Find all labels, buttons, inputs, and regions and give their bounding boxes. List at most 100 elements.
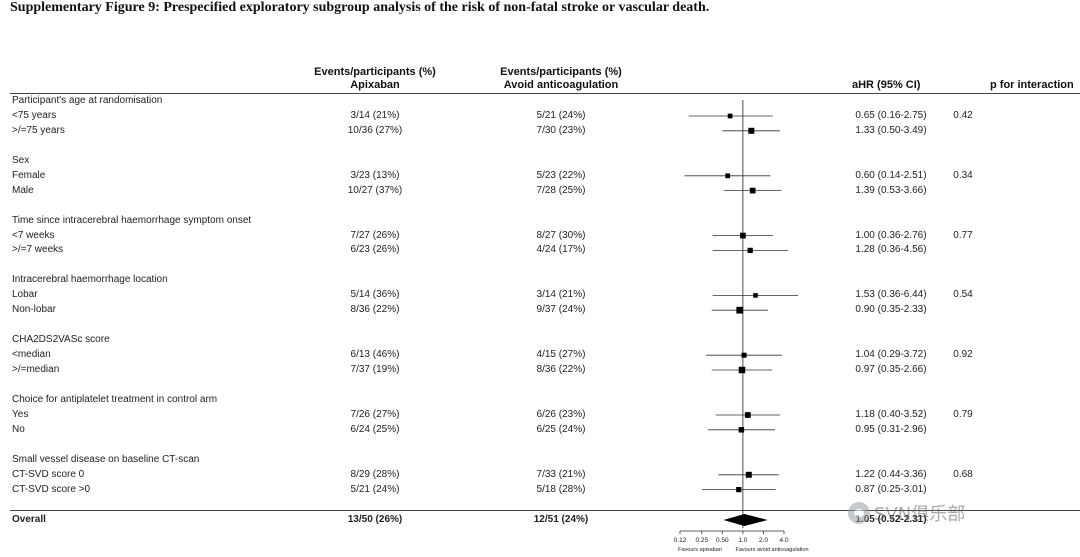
wechat-icon: [848, 502, 870, 524]
avoid-events: 7/30 (23%): [536, 124, 586, 136]
ahr-value: 1.18 (0.40-3.52): [855, 409, 927, 420]
ahr-value: 1.39 (0.53-3.66): [855, 184, 927, 196]
hr-point-marker: [753, 293, 758, 298]
watermark-text: SVN俱乐部: [874, 504, 966, 525]
subgroup-row-label: CT-SVD score >0: [12, 483, 91, 495]
subgroup-heading: CHA2DS2VASc score: [12, 334, 110, 346]
apixaban-events: 3/23 (13%): [350, 169, 400, 181]
ahr-value: 0.95 (0.31-2.96): [855, 423, 927, 435]
p-interaction-value: 0.77: [953, 229, 973, 241]
hr-point-marker: [748, 127, 755, 134]
ahr-value: 0.90 (0.35-2.33): [855, 304, 927, 316]
apixaban-events: 10/36 (27%): [347, 124, 403, 136]
subgroup-heading: Participant's age at randomisation: [12, 95, 163, 106]
subgroup-heading: Time since intracerebral haemorrhage sym…: [12, 214, 252, 226]
subgroup-row-label: Male: [12, 184, 34, 196]
apixaban-events: 7/27 (26%): [350, 229, 400, 241]
subgroup-row-label: >/=7 weeks: [12, 244, 64, 256]
subgroup-heading: Sex: [12, 154, 30, 166]
ahr-value: 1.04 (0.29-3.72): [855, 349, 927, 361]
hr-point-marker: [744, 412, 751, 418]
apixaban-events: 3/14 (21%): [350, 110, 400, 121]
p-interaction-value: 0.92: [953, 349, 973, 361]
ahr-value: 1.33 (0.50-3.49): [855, 124, 927, 136]
avoid-events: 5/21 (24%): [536, 110, 586, 121]
x-tick-label: 0.12: [674, 537, 687, 544]
hr-point-marker: [747, 247, 753, 254]
avoid-events: 7/28 (25%): [536, 184, 586, 196]
p-interaction-value: 0.42: [953, 110, 973, 121]
ahr-value: 1.22 (0.44-3.36): [855, 468, 927, 480]
subgroup-row-label: <75 years: [12, 110, 57, 121]
subgroup-row-label: No: [12, 423, 25, 435]
ahr-value: 1.00 (0.36-2.76): [855, 229, 927, 241]
watermark: SVN俱乐部: [848, 500, 965, 526]
subgroup-heading: Small vessel disease on baseline CT-scan: [12, 453, 200, 465]
header-divider: [10, 93, 1080, 94]
hr-point-marker: [738, 427, 745, 433]
header-apixaban: Events/participants (%) Apixaban: [300, 66, 450, 92]
subgroup-row-label: Lobar: [12, 289, 38, 301]
header-avoid: Events/participants (%) Avoid anticoagul…: [486, 66, 636, 92]
apixaban-events: 5/14 (36%): [350, 289, 400, 301]
ahr-value: 0.65 (0.16-2.75): [855, 110, 927, 121]
ahr-value: 1.53 (0.36-6.44): [855, 289, 927, 301]
avoid-events: 4/24 (17%): [536, 244, 586, 256]
apixaban-events: 8/36 (22%): [350, 304, 400, 316]
hr-point-marker: [736, 486, 742, 493]
avoid-events: 6/26 (23%): [536, 409, 586, 420]
x-tick-label: 4.0: [779, 537, 788, 544]
ahr-value: 1.28 (0.36-4.56): [855, 244, 927, 256]
avoid-events: 5/18 (28%): [536, 483, 586, 495]
overall-ahr-value: 1.05 (0.52-2.31): [855, 514, 927, 525]
apixaban-events: 6/24 (25%): [350, 423, 400, 435]
figure-title: Supplementary Figure 9: Prespecified exp…: [10, 0, 710, 15]
overall-label: Overall: [12, 514, 46, 525]
avoid-events: 5/23 (22%): [536, 169, 586, 181]
avoid-events: 7/33 (21%): [536, 468, 586, 480]
x-tick-label: 1.0: [738, 537, 747, 544]
overall-divider: [10, 510, 1080, 511]
hr-point-marker: [740, 232, 746, 239]
avoid-events: 9/37 (24%): [536, 304, 586, 316]
hr-point-marker: [745, 471, 752, 478]
subgroup-row-label: <median: [12, 349, 51, 361]
p-interaction-value: 0.79: [953, 409, 973, 420]
p-interaction-value: 0.34: [953, 169, 973, 181]
ahr-value: 0.97 (0.35-2.66): [855, 364, 927, 375]
apixaban-events: 7/26 (27%): [350, 409, 400, 420]
subgroup-row-label: Yes: [12, 409, 29, 420]
header-avoid-top: Events/participants (%): [500, 66, 622, 78]
avoid-events: 8/36 (22%): [536, 364, 586, 375]
x-tick-label: 0.25: [695, 537, 708, 544]
header-ahr: aHR (95% CI): [852, 79, 921, 91]
apixaban-events: 5/21 (24%): [350, 483, 400, 495]
hr-point-marker: [727, 113, 733, 119]
hr-point-marker: [725, 173, 731, 179]
apixaban-events: 6/23 (26%): [350, 244, 400, 256]
overall-diamond: [723, 514, 768, 526]
apixaban-events: 10/27 (37%): [347, 184, 403, 196]
subgroup-heading: Intracerebral haemorrhage location: [12, 274, 168, 286]
subgroup-row-label: Female: [12, 169, 46, 181]
hr-point-marker: [736, 306, 744, 314]
favours-avoid-label: Favours avoid anticoagulation: [735, 547, 808, 553]
x-tick-label: 2.0: [759, 537, 768, 544]
x-tick-label: 0.50: [716, 537, 729, 544]
p-interaction-value: 0.54: [953, 289, 973, 301]
header-avoid-bottom: Avoid anticoagulation: [503, 79, 619, 91]
overall-apixaban-events: 13/50 (26%): [347, 514, 403, 525]
subgroup-row-label: Non-lobar: [12, 304, 56, 316]
subgroup-row-label: >/=75 years: [12, 124, 65, 136]
header-apixaban-top: Events/participants (%): [314, 66, 436, 78]
apixaban-events: 7/37 (19%): [350, 364, 400, 375]
header-apixaban-bottom: Apixaban: [350, 79, 400, 91]
ahr-value: 0.87 (0.25-3.01): [855, 483, 927, 495]
subgroup-row-label: >/=median: [12, 364, 60, 375]
subgroup-row-label: <7 weeks: [12, 229, 55, 241]
overall-avoid-events: 12/51 (24%): [533, 514, 589, 525]
avoid-events: 3/14 (21%): [536, 289, 586, 301]
subgroup-heading: Choice for antiplatelet treatment in con…: [12, 394, 218, 405]
